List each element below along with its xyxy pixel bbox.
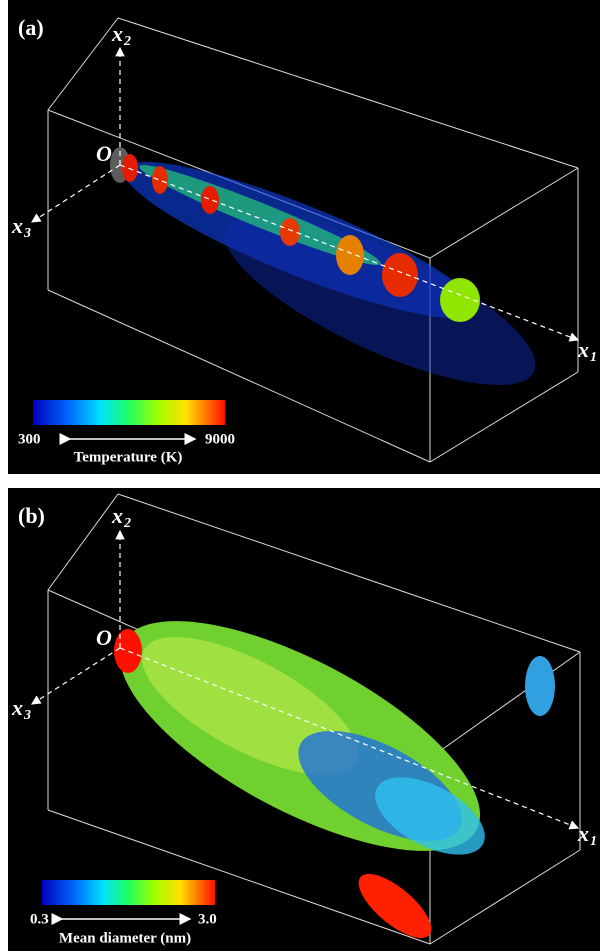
axis-subscript: 3 — [23, 226, 31, 241]
colorbar-max: 3.0 — [198, 911, 217, 927]
colorbar — [33, 400, 225, 425]
colorbar-min: 300 — [18, 431, 41, 447]
panel-label: (a) — [18, 15, 44, 40]
axis-subscript: 2 — [123, 516, 131, 531]
axis-subscript: 2 — [123, 34, 131, 49]
axis-subscript: 1 — [590, 350, 597, 365]
flow-structures — [110, 147, 536, 385]
axis-name: x — [11, 213, 23, 238]
panel-b: (b) O x 2 x 3 x 1 0.3 3.0 Mean diameter … — [8, 488, 600, 951]
colorbar-title: Temperature (K) — [74, 449, 183, 465]
axis-name: x — [577, 821, 589, 846]
axis-name: x — [577, 337, 589, 362]
colorbar-title: Mean diameter (nm) — [59, 930, 191, 946]
colorbar-max: 9000 — [205, 431, 235, 447]
panel-a: (a) O x 2 x 3 x 1 300 9000 Temperature (… — [8, 0, 600, 474]
axis-name: x — [111, 503, 123, 528]
axis-subscript: 1 — [590, 834, 597, 849]
colorbar-min: 0.3 — [30, 911, 49, 927]
particle-structures — [114, 621, 555, 939]
origin-label: O — [96, 625, 112, 650]
panel-label: (b) — [18, 503, 45, 528]
colorbar — [42, 880, 215, 905]
axis-subscript: 3 — [23, 708, 31, 723]
origin-label: O — [96, 141, 112, 166]
axis-name: x — [11, 695, 23, 720]
axis-name: x — [111, 21, 123, 46]
